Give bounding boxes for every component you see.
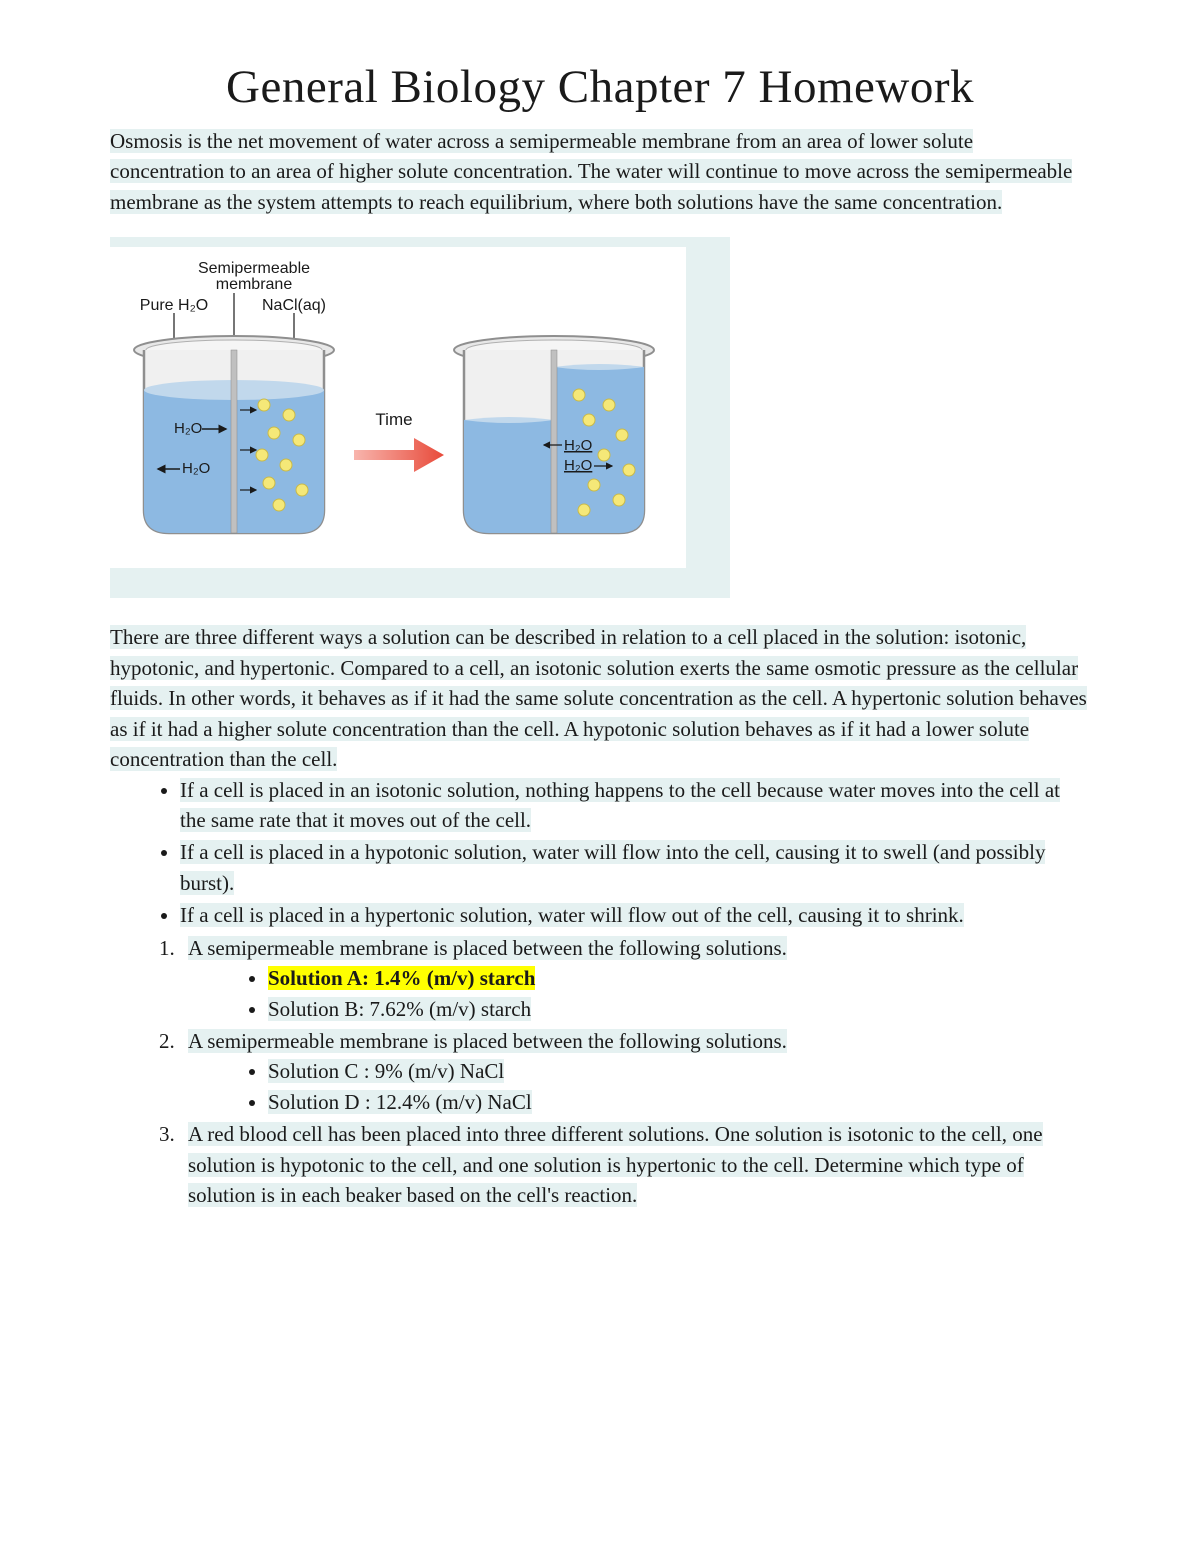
svg-text:H₂O: H₂O: [564, 457, 592, 474]
page-title: General Biology Chapter 7 Homework: [110, 60, 1090, 114]
svg-text:membrane: membrane: [216, 276, 293, 293]
svg-text:H₂O: H₂O: [564, 437, 592, 454]
question-2: A semipermeable membrane is placed betwe…: [180, 1026, 1090, 1117]
intro-paragraph: Osmosis is the net movement of water acr…: [110, 126, 1090, 217]
question-1: A semipermeable membrane is placed betwe…: [180, 933, 1090, 1024]
question-3: A red blood cell has been placed into th…: [180, 1119, 1090, 1210]
solution-a-highlight: Solution A: 1.4% (m/v) starch: [268, 966, 535, 990]
svg-text:NaCl(aq): NaCl(aq): [262, 297, 326, 314]
beaker-left: H₂O H₂O: [134, 336, 334, 533]
svg-text:Semipermeable: Semipermeable: [198, 260, 310, 277]
paragraph-2: There are three different ways a solutio…: [110, 622, 1090, 774]
svg-text:H₂O: H₂O: [174, 420, 202, 437]
questions-list: A semipermeable membrane is placed betwe…: [180, 933, 1090, 1211]
svg-text:H₂O: H₂O: [182, 460, 210, 477]
osmosis-diagram: Semipermeable membrane Pure H₂O NaCl(aq): [110, 237, 730, 598]
tonicity-bullets: If a cell is placed in an isotonic solut…: [180, 775, 1090, 931]
osmosis-svg: Semipermeable membrane Pure H₂O NaCl(aq): [114, 255, 676, 555]
beaker-right: H₂O H₂O: [454, 336, 654, 533]
svg-text:Time: Time: [375, 410, 412, 429]
svg-text:Pure H₂O: Pure H₂O: [140, 297, 208, 314]
